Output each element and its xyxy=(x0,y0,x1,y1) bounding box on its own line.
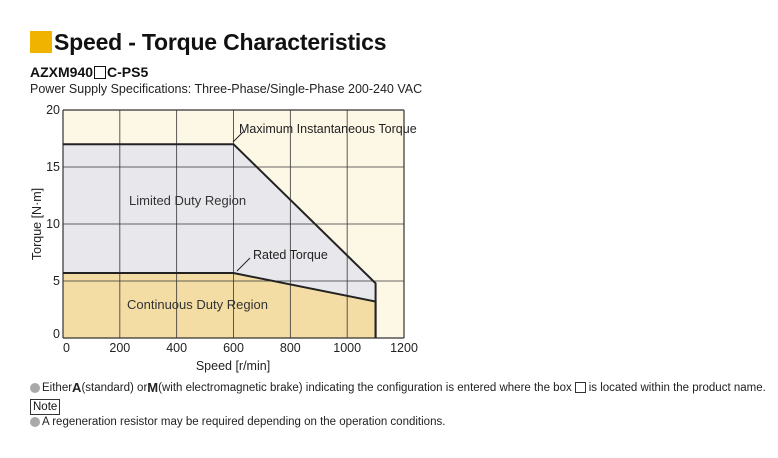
placeholder-box-icon xyxy=(574,382,586,393)
bullet-icon xyxy=(30,382,40,393)
continuous-duty-region xyxy=(63,273,376,338)
region-label-continuous: Continuous Duty Region xyxy=(127,297,268,312)
series-label-max-torque: Maximum Instantaneous Torque xyxy=(239,122,417,136)
bullet-icon xyxy=(30,417,40,427)
grid xyxy=(62,109,405,339)
axis-ticks: 0 200 400 600 800 1000 1200 0 5 10 15 20 xyxy=(46,103,418,355)
placeholder-box-icon xyxy=(94,65,107,79)
x-tick-label: 600 xyxy=(223,341,244,355)
max-torque-leader xyxy=(232,131,244,143)
note-tag: Note xyxy=(30,399,61,415)
series-label-rated-torque: Rated Torque xyxy=(253,248,328,262)
note-code-m: M xyxy=(147,380,159,395)
x-tick-label: 400 xyxy=(166,341,187,355)
note-code-a: A xyxy=(72,380,82,395)
power-supply-spec: Power Supply Specifications: Three-Phase… xyxy=(30,82,423,96)
x-tick-label: 1200 xyxy=(390,341,418,355)
x-axis-label: Speed [r/min] xyxy=(196,359,270,373)
model-name: AZXM940 C-PS5 xyxy=(30,64,148,80)
note-text: is located within the product name. xyxy=(588,381,766,394)
y-tick-label: 10 xyxy=(46,217,60,231)
region-label-limited: Limited Duty Region xyxy=(129,193,246,208)
note-configuration: Either A (standard) or M (with electroma… xyxy=(30,380,766,395)
x-tick-label: 0 xyxy=(63,341,70,355)
model-prefix: AZXM940 xyxy=(30,64,94,80)
note-text: (with electromagnetic brake) indicating … xyxy=(158,381,572,394)
y-axis-label: Torque [N·m] xyxy=(30,188,44,260)
x-tick-label: 1000 xyxy=(333,341,361,355)
page-title: Speed - Torque Characteristics xyxy=(54,28,387,55)
section-header: Speed - Torque Characteristics xyxy=(30,27,386,57)
rated-torque-leader xyxy=(236,257,251,272)
note-text: Either xyxy=(42,381,73,394)
y-tick-label: 0 xyxy=(53,327,60,341)
note-regeneration: A regeneration resistor may be required … xyxy=(30,416,445,428)
x-tick-label: 800 xyxy=(280,341,301,355)
y-tick-label: 20 xyxy=(46,103,60,117)
note-text: (standard) or xyxy=(81,381,148,394)
y-tick-label: 15 xyxy=(46,160,60,174)
note-text: A regeneration resistor may be required … xyxy=(42,416,446,428)
speed-torque-chart: 0 200 400 600 800 1000 1200 0 5 10 15 20 Maximum In… xyxy=(30,103,418,373)
header-square-icon xyxy=(30,31,52,53)
series-line-rated-torque xyxy=(63,272,377,338)
x-tick-label: 200 xyxy=(109,341,130,355)
model-suffix: C-PS5 xyxy=(107,64,149,80)
y-tick-label: 5 xyxy=(53,274,60,288)
